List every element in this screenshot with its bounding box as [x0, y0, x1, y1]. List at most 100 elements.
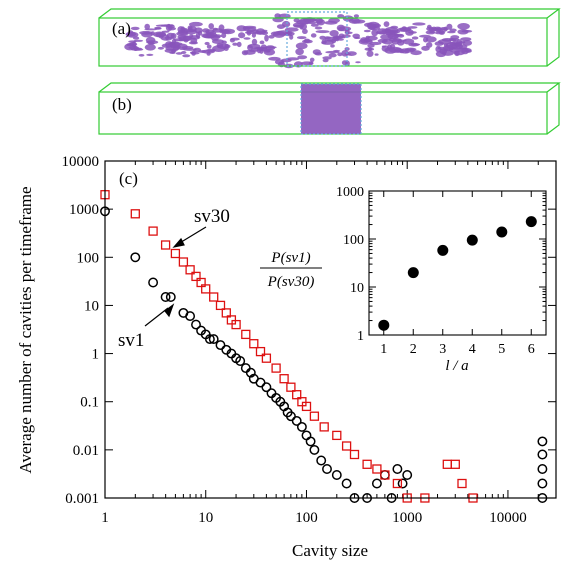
cavity-blob: [307, 21, 317, 25]
sv30-point: [301, 401, 312, 412]
cavity-blob: [353, 14, 359, 18]
main-axis-tick-labels: 1 10 100 1000 10000 0.001 0.01 0.1 1 10 100 1000 100…: [62, 154, 527, 526]
cavity-blob: [155, 24, 169, 27]
cavity-blob: [133, 36, 140, 40]
cavity-blob: [193, 47, 202, 53]
cavity-blob: [296, 19, 310, 25]
y-tick-label: 0.1: [80, 395, 99, 411]
inset-x-tick-label: 2: [410, 342, 417, 357]
cavity-blob: [218, 24, 225, 31]
cavity-blob: [202, 28, 210, 33]
cavity-blob: [243, 37, 251, 40]
sv30-point: [231, 319, 241, 330]
y-tick-label: 0.001: [65, 491, 99, 507]
sv1-point: [371, 478, 382, 489]
sv1-point: [341, 478, 352, 489]
sv30-point: [130, 209, 140, 219]
cavity-blob: [321, 39, 327, 45]
cavity-blob: [388, 46, 403, 53]
cavity-blob: [449, 41, 462, 48]
cavity-blob: [310, 33, 317, 38]
cavity-blob: [332, 35, 344, 39]
cavity-blob: [144, 44, 156, 51]
cavity-blob: [302, 39, 313, 44]
slab-outline-a: [286, 11, 348, 67]
cavity-blob: [341, 34, 351, 38]
inset-y-tick-label: 1: [357, 329, 364, 344]
cavity-blob: [181, 46, 194, 50]
annotation-sv30: sv30: [194, 206, 230, 227]
sv30-point: [319, 422, 329, 432]
cavity-blob: [374, 53, 379, 56]
cavity-blob: [328, 53, 337, 58]
cavity-blob: [189, 21, 203, 27]
sv1-point: [305, 436, 316, 447]
sv1-point: [245, 367, 256, 378]
cavity-blob: [286, 57, 300, 61]
cavity-blob: [295, 48, 304, 56]
cavity-blob: [457, 29, 469, 35]
arrow-sv30: [172, 226, 207, 248]
sv1-point: [402, 470, 413, 480]
cavity-blob: [443, 26, 448, 32]
sv30-point: [178, 257, 189, 267]
cavity-blob: [146, 53, 154, 57]
main-plot-frame: [104, 160, 557, 499]
sv1-point: [291, 415, 302, 426]
inset-ratio-point: [496, 226, 508, 238]
cavity-blob: [366, 50, 374, 57]
sv1-point: [322, 464, 332, 474]
y-axis-label: Average number of cavities per timeframe: [16, 186, 35, 473]
sv1-point: [185, 311, 196, 322]
cavity-blob: [460, 37, 472, 42]
inset-plot-frame: [368, 190, 547, 336]
inset-y-tick-label: 100: [343, 233, 364, 248]
y-tick-label: 10000: [62, 154, 100, 170]
annotation-sv1: sv1: [118, 330, 144, 351]
sv1-point: [160, 292, 171, 302]
cavity-blob: [129, 42, 138, 47]
sv1-point: [191, 319, 201, 330]
cavity-blob: [418, 34, 431, 38]
sv30-point: [160, 240, 171, 250]
cavity-blob: [404, 47, 417, 52]
x-tick-label: 100: [295, 510, 318, 526]
inset-ratio-point: [525, 216, 537, 228]
sv1-point: [204, 334, 215, 345]
panel-a: (a): [98, 8, 561, 69]
inset-x-axis-label: l / a: [445, 358, 468, 374]
cavity-blob: [138, 54, 145, 57]
sv30-point: [457, 478, 467, 489]
cavity-blob: [295, 42, 308, 50]
cavity-blob: [130, 26, 140, 31]
cavity-blob: [310, 23, 319, 27]
inset-ratio-point: [466, 234, 478, 246]
cavity-blob: [324, 36, 331, 40]
inset-ratio-point: [407, 267, 419, 279]
cavity-blob: [319, 35, 326, 40]
cavity-blob: [238, 32, 246, 39]
sv1-point: [537, 478, 548, 489]
cavity-blob: [408, 31, 417, 34]
cavity-blob: [209, 31, 217, 35]
sv30-point: [332, 430, 342, 441]
panel-b: (b): [98, 82, 561, 135]
cavity-blob: [268, 35, 275, 39]
inset-y-tick-label: 1000: [336, 185, 364, 200]
sv1-point: [165, 292, 176, 302]
cavity-blob: [402, 38, 415, 45]
cavity-blob: [398, 39, 407, 42]
x-tick-label: 1000: [392, 510, 422, 526]
sv30-point: [372, 464, 382, 474]
cavity-blob: [364, 37, 370, 43]
cavity-blob: [328, 18, 340, 23]
cavity-blob: [367, 23, 377, 30]
cavity-blob: [236, 25, 247, 32]
cavity-blob: [391, 38, 400, 45]
cavity-blob: [322, 58, 329, 63]
cavity-blob: [264, 46, 277, 49]
sv1-point: [397, 478, 408, 489]
cavity-blob: [322, 56, 332, 60]
cavity-blob: [190, 51, 200, 55]
cavity-blob: [329, 30, 339, 37]
